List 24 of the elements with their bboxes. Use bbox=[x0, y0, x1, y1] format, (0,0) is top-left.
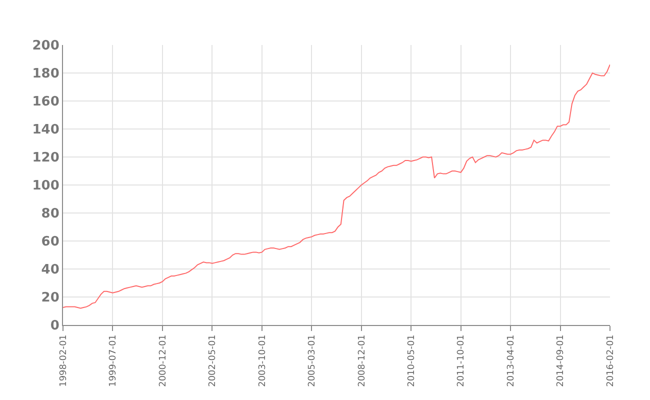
y-tick-label: 0 bbox=[50, 318, 60, 334]
y-tick-label: 120 bbox=[32, 150, 60, 166]
x-tick-label: 2005-03-01 bbox=[308, 334, 318, 387]
x-tick-label: 2008-12-01 bbox=[357, 334, 368, 387]
x-tick-label: 2010-05-01 bbox=[407, 334, 418, 387]
y-tick-label: 100 bbox=[32, 178, 60, 194]
x-tick-label: 2003-10-01 bbox=[258, 334, 268, 387]
x-tick-label: 2016-02-01 bbox=[606, 334, 616, 387]
y-tick-label: 60 bbox=[41, 234, 60, 250]
y-tick-label: 180 bbox=[32, 66, 60, 82]
y-tick-label: 20 bbox=[41, 290, 60, 306]
line-series bbox=[63, 64, 610, 309]
x-tick-label: 1999-07-01 bbox=[108, 334, 119, 387]
y-tick-label: 80 bbox=[41, 206, 60, 222]
x-tick-label: 2011-10-01 bbox=[456, 334, 467, 387]
x-tick-label: 1998-02-01 bbox=[58, 334, 69, 387]
y-tick-label: 40 bbox=[41, 262, 60, 278]
x-tick-label: 2000-12-01 bbox=[158, 334, 168, 387]
y-tick-label: 200 bbox=[32, 38, 60, 54]
x-tick-label: 2014-09-01 bbox=[556, 334, 566, 387]
x-tick-label: 2013-04-01 bbox=[506, 334, 516, 387]
y-tick-label: 160 bbox=[32, 94, 60, 110]
y-tick-label: 140 bbox=[32, 122, 60, 138]
x-tick-label: 2002-05-01 bbox=[208, 334, 218, 387]
